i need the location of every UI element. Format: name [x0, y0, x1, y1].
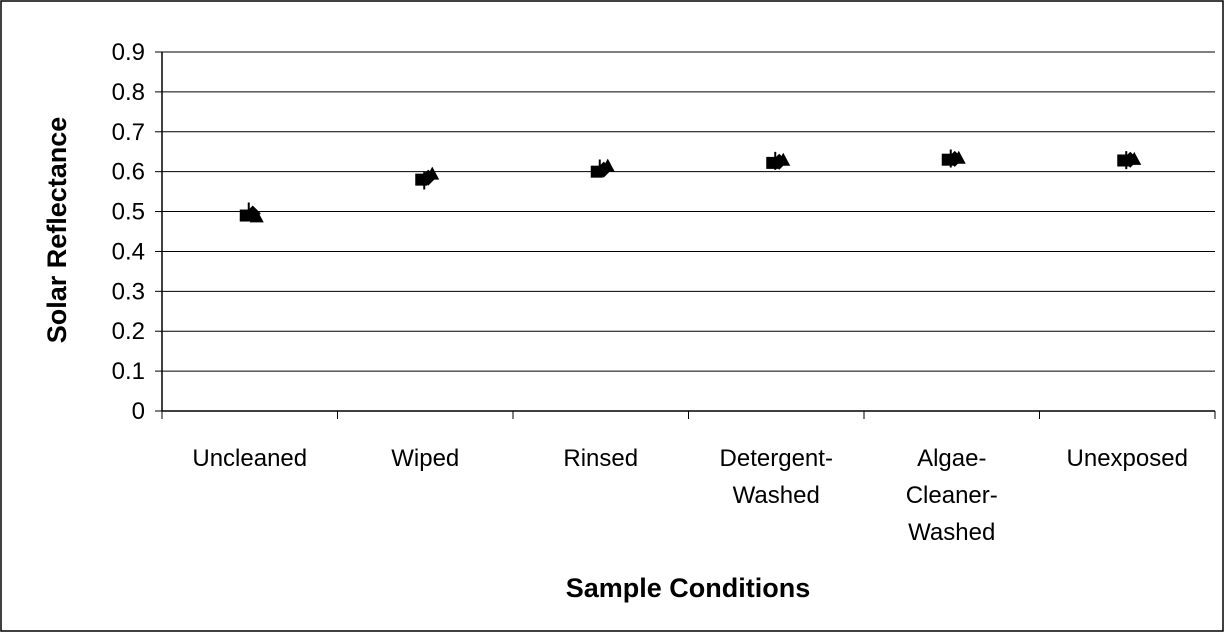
y-tick-label: 0.8: [112, 79, 145, 106]
data-point: [1127, 151, 1142, 165]
y-tick-label: 0: [132, 398, 145, 425]
data-point: [1120, 151, 1133, 170]
y-tick-labels: 0 0.1 0.2 0.3 0.4 0.5 0.6 0.7 0.8 0.9: [112, 39, 145, 425]
gridlines: [162, 51, 1215, 372]
axes: [155, 51, 1216, 419]
data-point: [776, 152, 791, 166]
y-tick-label: 0.4: [112, 238, 145, 265]
data-point: [769, 151, 782, 170]
y-tick-label: 0.6: [112, 159, 145, 186]
y-axis-title: Solar Reflectance: [42, 117, 72, 344]
data-point: [249, 209, 264, 223]
data-point: [951, 150, 966, 164]
x-tick-label: Wiped: [391, 445, 459, 472]
data-point: [242, 202, 255, 221]
x-tick-label: Rinsed: [563, 445, 638, 472]
y-tick-label: 0.2: [112, 318, 145, 345]
x-tick-label: Detergent-Washed: [720, 445, 833, 509]
x-tick-label: Uncleaned: [192, 445, 307, 472]
y-tick-label: 0.1: [112, 358, 145, 385]
y-tick-label: 0.3: [112, 278, 145, 305]
y-tick-label: 0.9: [112, 39, 145, 66]
data-point: [944, 149, 957, 168]
x-tick-labels: Uncleaned Wiped Rinsed Detergent-Washed Alga…: [192, 445, 1188, 546]
y-tick-label: 0.5: [112, 199, 145, 226]
x-tick-label: Algae-Cleaner-Washed: [906, 445, 998, 546]
data-point: [593, 159, 606, 178]
data-points: [239, 149, 1142, 223]
x-tick-label: Unexposed: [1067, 445, 1188, 472]
data-point: [418, 171, 431, 190]
y-tick-label: 0.7: [112, 119, 145, 146]
data-point: [425, 166, 440, 180]
x-axis-title: Sample Conditions: [566, 573, 811, 603]
